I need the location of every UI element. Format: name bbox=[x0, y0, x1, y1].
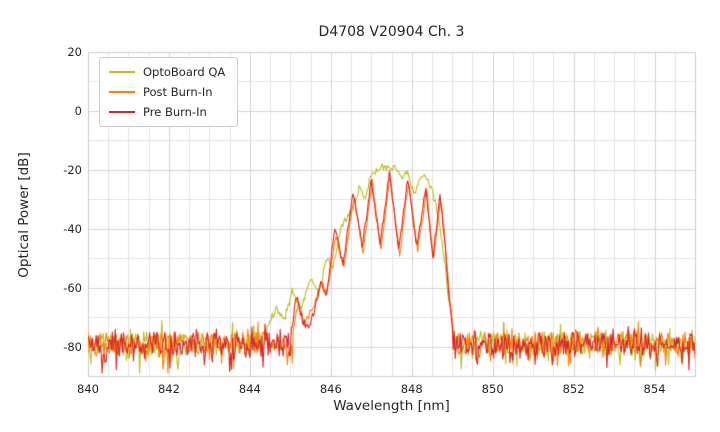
x-tick-label: 842 bbox=[157, 382, 180, 396]
legend-label: OptoBoard QA bbox=[143, 65, 226, 79]
y-tick-label: -80 bbox=[63, 339, 82, 354]
x-tick-label: 840 bbox=[77, 382, 99, 396]
y-tick-label: -40 bbox=[63, 221, 82, 236]
x-tick-label: 846 bbox=[319, 382, 342, 396]
line-swatch-icon bbox=[109, 91, 135, 93]
chart-title: D4708 V20904 Ch. 3 bbox=[318, 24, 465, 40]
x-tick-label: 850 bbox=[481, 382, 504, 396]
legend-item-optoboard-qa: OptoBoard QA bbox=[109, 65, 225, 79]
line-swatch-icon bbox=[109, 111, 135, 113]
x-axis-label: Wavelength [nm] bbox=[333, 398, 450, 414]
legend-label: Post Burn-In bbox=[143, 85, 213, 99]
y-axis-label: Optical Power [dB] bbox=[16, 152, 32, 278]
y-tick-label: 0 bbox=[74, 103, 82, 118]
line-swatch-icon bbox=[109, 71, 135, 73]
y-tick-label: -60 bbox=[63, 280, 82, 295]
legend-label: Pre Burn-In bbox=[143, 105, 207, 119]
legend-item-post-burn-in: Post Burn-In bbox=[109, 85, 225, 99]
x-tick-label: 848 bbox=[400, 382, 423, 396]
y-tick-label: -20 bbox=[63, 162, 82, 177]
x-tick-label: 844 bbox=[238, 382, 261, 396]
legend: OptoBoard QA Post Burn-In Pre Burn-In bbox=[99, 57, 239, 127]
x-tick-label: 852 bbox=[562, 382, 585, 396]
legend-item-pre-burn-in: Pre Burn-In bbox=[109, 105, 225, 119]
x-tick-label: 854 bbox=[643, 382, 666, 396]
y-tick-label: 20 bbox=[67, 45, 82, 59]
